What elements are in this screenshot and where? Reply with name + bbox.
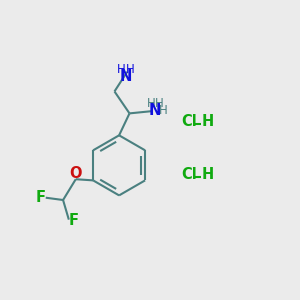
- Text: H: H: [117, 63, 126, 76]
- Text: O: O: [69, 166, 82, 181]
- Text: H: H: [147, 97, 156, 110]
- Text: Cl: Cl: [182, 114, 197, 129]
- Text: H: H: [159, 104, 167, 117]
- Text: N: N: [149, 103, 161, 118]
- Text: H: H: [202, 167, 214, 182]
- Text: F: F: [36, 190, 46, 205]
- Text: N: N: [120, 69, 132, 84]
- Text: H: H: [126, 63, 135, 76]
- Text: Cl: Cl: [182, 167, 197, 182]
- Text: H: H: [155, 97, 164, 110]
- Text: H: H: [202, 114, 214, 129]
- Text: F: F: [69, 213, 79, 228]
